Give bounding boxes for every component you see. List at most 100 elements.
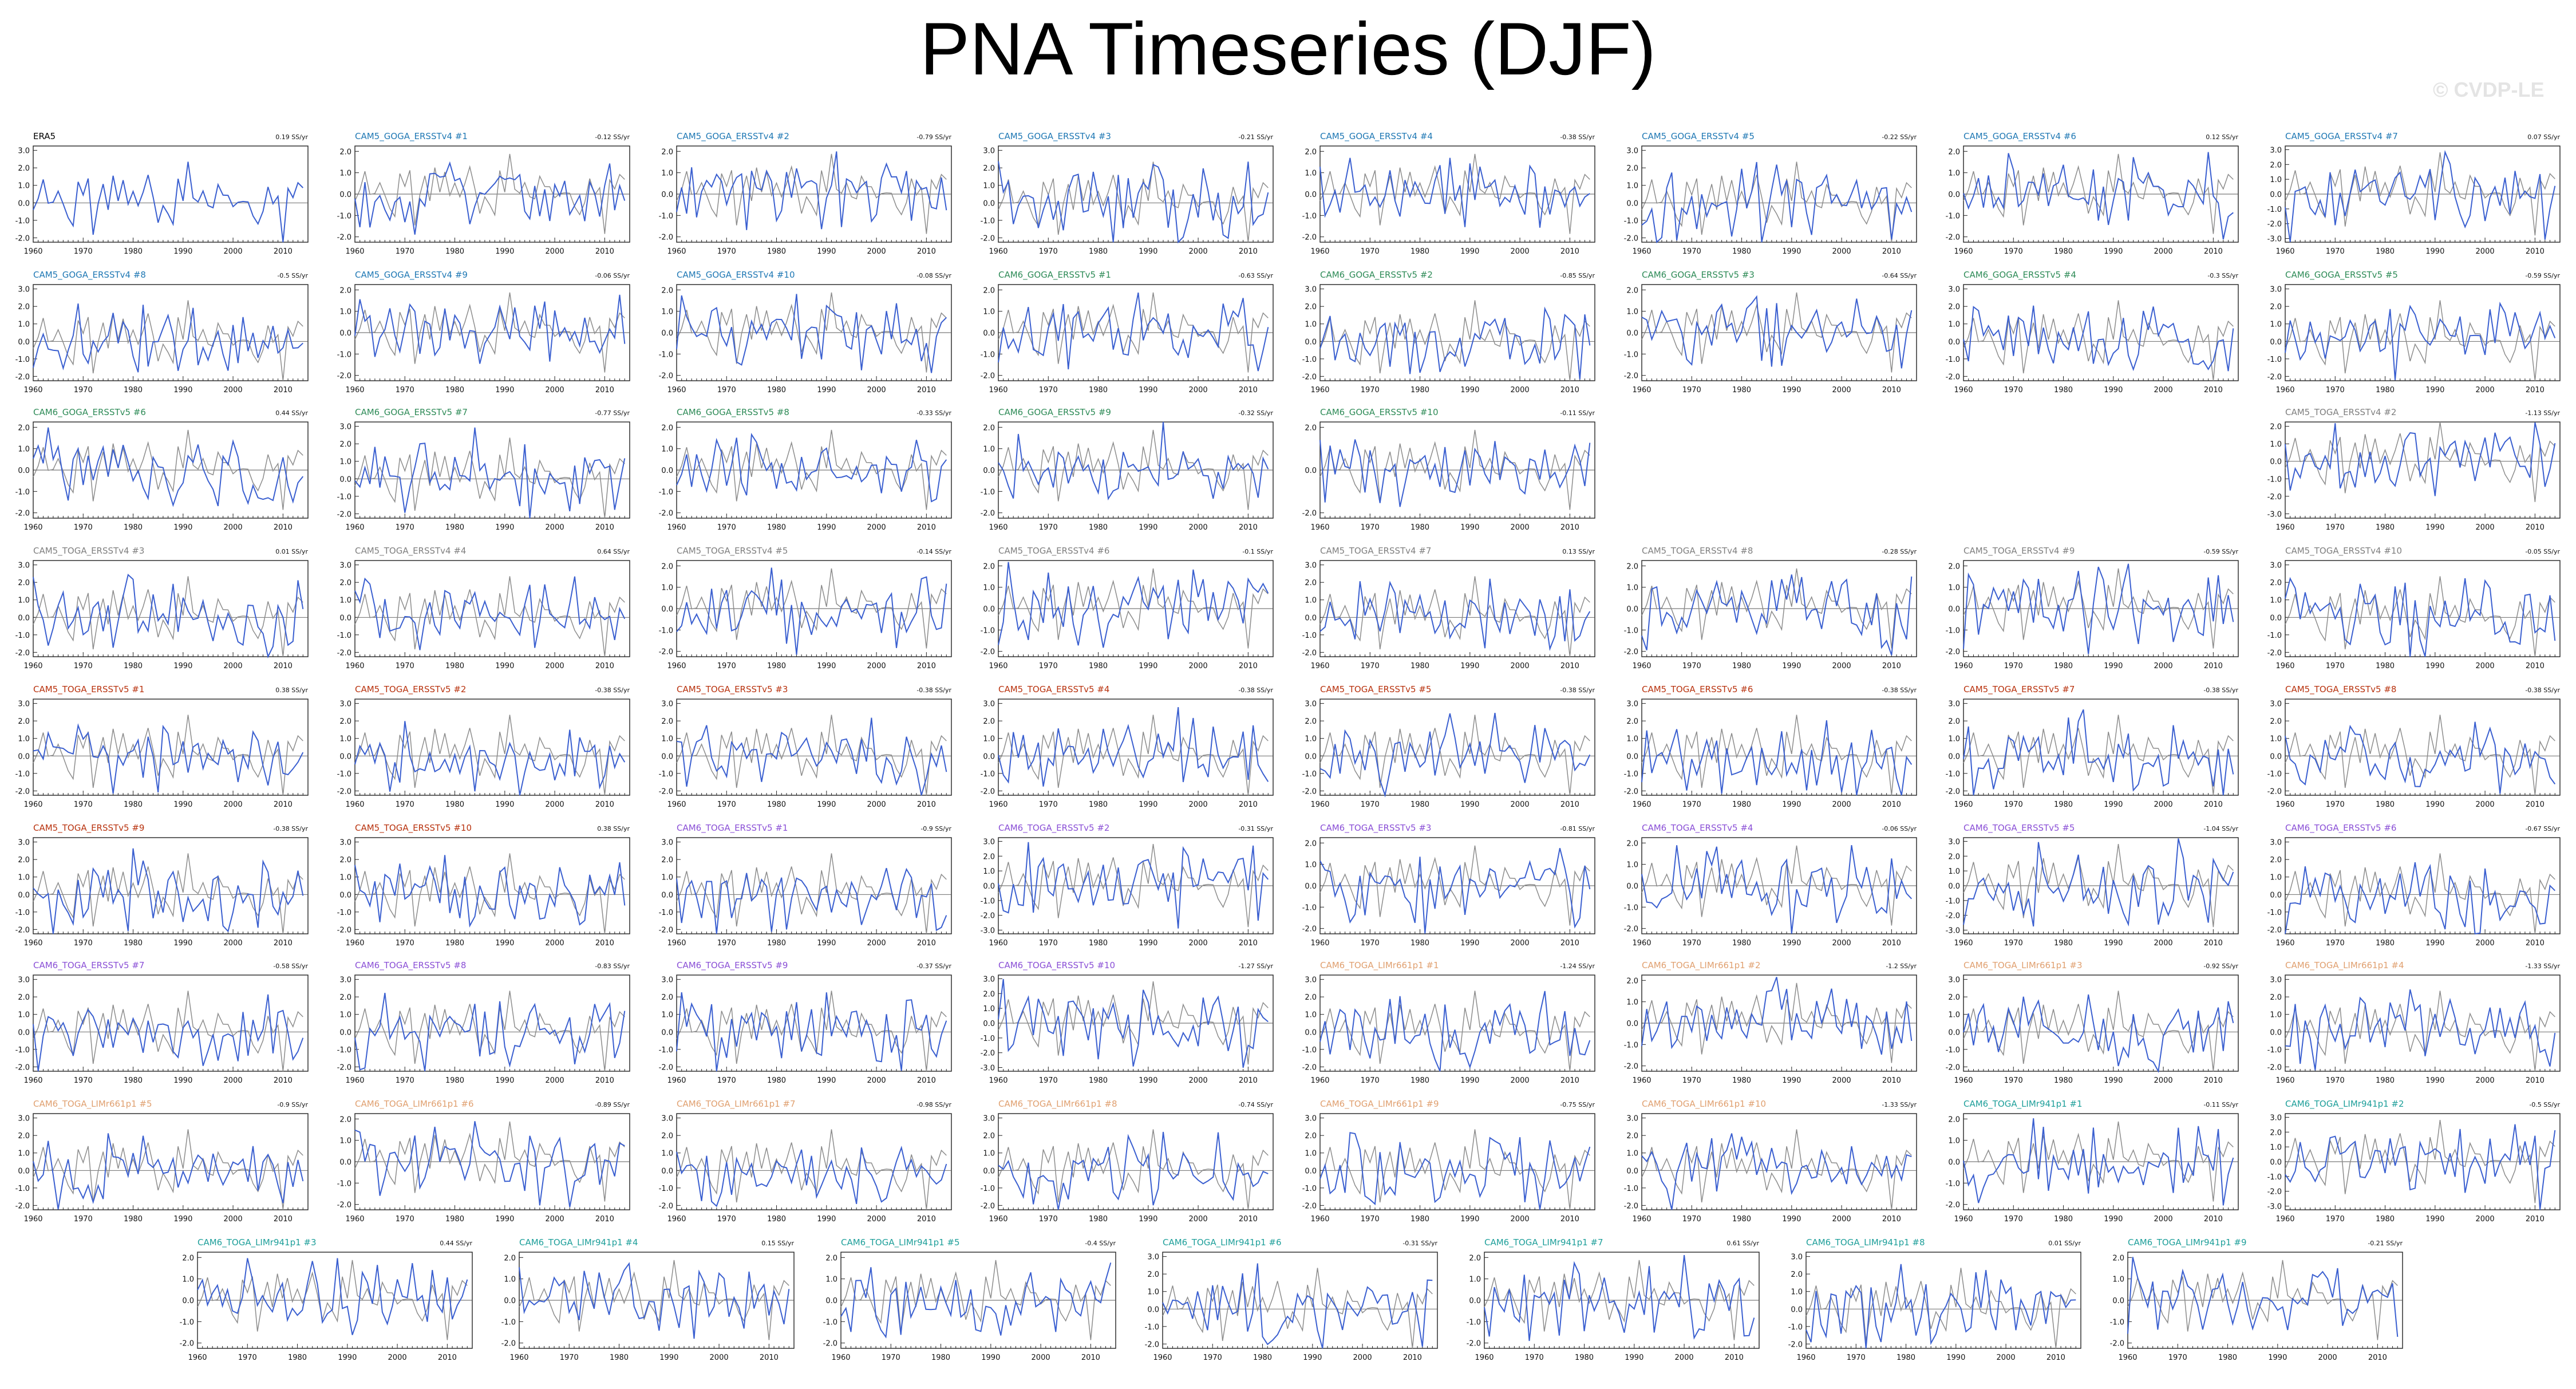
plot-frame [998, 1113, 1274, 1210]
x-tick-label: 2000 [2154, 939, 2173, 948]
x-tick-label: 2010 [595, 1076, 614, 1085]
y-tick-label: 1.0 [339, 735, 351, 744]
panel-17: 2.0 1.0 0.0 -1.0 -2.0 1960 1970 1980 1990 2000 201… [15, 407, 309, 532]
plot-frame [1319, 1113, 1595, 1210]
obs-series-line [2285, 421, 2555, 502]
y-tick-label: 3.0 [1305, 286, 1317, 294]
x-tick-label: 2000 [867, 523, 886, 532]
panel-trend: 0.19 SS/yr [275, 133, 308, 141]
x-tick-label: 1960 [1632, 1215, 1651, 1224]
x-tick-label: 1990 [495, 523, 514, 532]
x-tick-label: 1990 [817, 386, 836, 394]
y-tick-label: 0.0 [1305, 752, 1317, 761]
plot-frame [33, 145, 309, 243]
panel-label: CAM5_GOGA_ERSSTv4 #8 [33, 270, 146, 281]
plot-frame [1963, 974, 2239, 1072]
x-tick-label: 1960 [23, 939, 42, 948]
y-tick-label: 2.0 [18, 164, 30, 173]
panel-25: 2.0 1.0 0.0 -1.0 -2.0 1960 1970 1980 1990 2000 201… [659, 546, 952, 670]
plot-frame [354, 699, 630, 796]
y-tick-label: 0.0 [1305, 191, 1317, 199]
x-tick-label: 1980 [1089, 1215, 1108, 1224]
x-tick-label: 1970 [396, 1215, 414, 1224]
y-tick-label: 2.0 [661, 1132, 673, 1141]
y-tick-label: -2.0 [1946, 648, 1960, 657]
panel-trend: -0.28 SS/yr [1882, 548, 1917, 555]
y-tick-label: 0.0 [339, 191, 351, 199]
x-tick-label: 1990 [495, 939, 514, 948]
x-tick-label: 2000 [867, 800, 886, 809]
x-tick-label: 2000 [2154, 247, 2173, 256]
x-tick-label: 2000 [1511, 523, 1530, 532]
y-tick-label: -1.0 [337, 1179, 351, 1188]
y-tick-label: 2.0 [1948, 853, 1960, 861]
x-tick-label: 1990 [495, 247, 514, 256]
x-tick-label: 1960 [1310, 939, 1329, 948]
y-tick-label: 1.0 [18, 445, 30, 454]
x-tick-label: 1970 [1361, 800, 1380, 809]
y-tick-label: -1.0 [981, 626, 995, 635]
x-tick-label: 1990 [173, 386, 192, 394]
obs-series-line [354, 576, 625, 657]
plot-frame [354, 421, 630, 519]
model-series-line [1641, 845, 1913, 934]
y-tick-label: 3.0 [2270, 146, 2282, 155]
panel-35: 3.0 2.0 1.0 0.0 -1.0 -2.0 1960 1970 1980 1990 2000… [1302, 684, 1595, 809]
y-tick-label: 0.0 [983, 605, 995, 614]
panel-62: 3.0 2.0 1.0 0.0 -1.0 -2.0 -3.0 1960 1970 1980 1990… [2267, 1099, 2561, 1224]
y-tick-label: 1.0 [983, 1150, 995, 1158]
panel-48: 3.0 2.0 1.0 0.0 -1.0 -2.0 1960 1970 1980 1990 2000… [337, 960, 630, 1085]
plot-frame [676, 837, 952, 934]
x-tick-label: 2010 [1882, 1215, 1901, 1224]
y-tick-label: -2.0 [659, 372, 673, 381]
y-tick-label: 2.0 [18, 993, 30, 1002]
panel-53: 3.0 2.0 1.0 0.0 -1.0 -2.0 1960 1970 1980 1990 2000… [1946, 960, 2239, 1085]
x-tick-label: 1990 [2104, 662, 2123, 670]
x-tick-label: 2010 [2526, 247, 2545, 256]
model-series-line [1963, 152, 2234, 240]
panel-36: 3.0 2.0 1.0 0.0 -1.0 -2.0 1960 1970 1980 1990 2000… [1624, 684, 1917, 809]
panel-trend: -0.3 SS/yr [2207, 272, 2238, 279]
y-tick-label: -1.0 [337, 212, 351, 220]
model-series-line [998, 562, 1269, 648]
model-series-line [1319, 712, 1591, 798]
x-tick-label: 2010 [1560, 247, 1579, 256]
panel-9: 3.0 2.0 1.0 0.0 -1.0 -2.0 1960 1970 1980 1990 2000… [15, 270, 309, 394]
x-tick-label: 1990 [1460, 247, 1479, 256]
x-tick-label: 1970 [1039, 247, 1058, 256]
y-tick-label: 0.0 [2270, 891, 2282, 899]
x-tick-label: 1970 [2004, 1215, 2023, 1224]
y-tick-label: 1.0 [1626, 861, 1638, 870]
obs-series-line [998, 715, 1269, 796]
y-tick-label: -1.0 [2267, 1046, 2282, 1055]
y-tick-label: 3.0 [1948, 286, 1960, 294]
y-tick-label: -1.0 [2267, 632, 2282, 640]
y-tick-label: 1.0 [1626, 999, 1638, 1007]
y-tick-label: 1.0 [1305, 861, 1317, 870]
obs-series-line [2285, 576, 2555, 657]
y-tick-label: -1.0 [659, 350, 673, 359]
model-series-line [2285, 422, 2556, 496]
y-tick-label: 3.0 [661, 700, 673, 709]
x-tick-label: 2000 [867, 939, 886, 948]
x-tick-label: 1980 [124, 1215, 143, 1224]
x-tick-label: 1960 [989, 523, 1008, 532]
x-tick-label: 1960 [1954, 800, 1973, 809]
y-tick-label: -2.0 [1302, 925, 1317, 934]
panel-label: CAM6_TOGA_LIMr661p1 #4 [2285, 960, 2404, 971]
y-tick-label: 1.0 [2270, 321, 2282, 329]
y-tick-label: 1.0 [1626, 735, 1638, 744]
x-tick-label: 2000 [1832, 800, 1851, 809]
y-tick-label: 1.0 [661, 874, 673, 882]
y-tick-label: 3.0 [2270, 562, 2282, 570]
y-tick-label: 2.0 [2270, 993, 2282, 1002]
x-tick-label: 1960 [1954, 247, 1973, 256]
panel-trend: -0.32 SS/yr [1238, 409, 1273, 417]
x-tick-label: 1980 [124, 523, 143, 532]
panel-trend: -0.38 SS/yr [916, 686, 951, 694]
model-series-line [354, 576, 626, 650]
panel-trend: -0.67 SS/yr [2525, 825, 2560, 832]
panel-label: CAM5_GOGA_ERSSTv4 #10 [677, 270, 795, 281]
panel-30: 3.0 2.0 1.0 0.0 -1.0 -2.0 1960 1970 1980 1990 2000… [2267, 546, 2561, 670]
panel-trend: -0.81 SS/yr [1560, 825, 1595, 832]
